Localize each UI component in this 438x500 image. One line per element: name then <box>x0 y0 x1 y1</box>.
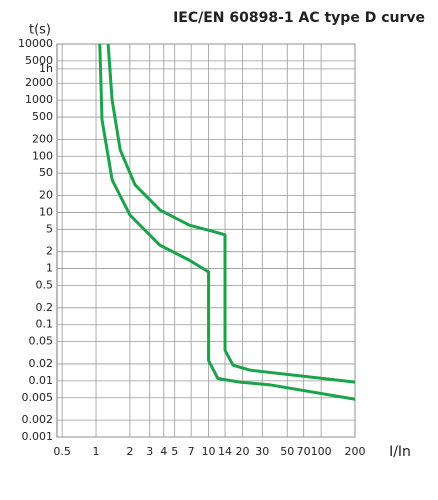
x-tick-label: 7 <box>188 445 195 458</box>
y-axis-label: t(s) <box>29 23 51 38</box>
y-tick-label: 0.01 <box>29 374 54 387</box>
y-tick-label: 0.1 <box>36 318 54 331</box>
y-tick-label: 0.05 <box>29 335 54 348</box>
y-tick-label: 10 <box>39 205 53 218</box>
x-tick-label: 14 <box>218 445 232 458</box>
x-tick-label: 70 <box>297 445 311 458</box>
y-tick-label: 2 <box>46 245 53 258</box>
y-tick-label: 0.005 <box>22 391 54 404</box>
x-tick-label: 100 <box>311 445 332 458</box>
y-tick-label: 50 <box>39 166 53 179</box>
x-tick-label: 5 <box>171 445 178 458</box>
y-tick-label: 0.02 <box>29 357 54 370</box>
curve <box>106 43 356 384</box>
x-axis-label: I/In <box>389 444 411 460</box>
x-tick-label: 10 <box>202 445 216 458</box>
y-tick-label: 1 <box>46 262 53 275</box>
x-tick-label: 2 <box>126 445 133 458</box>
x-tick-label: 0.5 <box>53 445 71 458</box>
x-tick-label: 200 <box>345 445 366 458</box>
y-tick-label: 5 <box>46 222 53 235</box>
y-tick-label: 0.002 <box>22 413 54 426</box>
y-tick-label: 500 <box>32 110 53 123</box>
curve <box>98 43 356 401</box>
x-tick-label: 20 <box>235 445 249 458</box>
y-tick-label: 200 <box>32 132 53 145</box>
y-tick-label: 0.5 <box>36 278 54 291</box>
y-tick-label: 10000 <box>18 37 53 50</box>
x-tick-label: 50 <box>280 445 294 458</box>
x-tick-label: 1 <box>93 445 100 458</box>
y-tick-label: 1h <box>39 62 53 75</box>
x-tick-label: 4 <box>160 445 167 458</box>
y-tick-label: 2000 <box>25 76 53 89</box>
y-tick-label: 0.2 <box>36 301 54 314</box>
y-tick-label: 100 <box>32 149 53 162</box>
y-tick-label: 5000 <box>25 54 53 67</box>
y-tick-label: 0.001 <box>22 430 54 443</box>
chart-title: IEC/EN 60898-1 AC type D curve <box>173 10 425 26</box>
y-tick-label: 1000 <box>25 93 53 106</box>
x-tick-label: 3 <box>146 445 153 458</box>
x-tick-label: 30 <box>255 445 269 458</box>
y-tick-label: 20 <box>39 189 53 202</box>
